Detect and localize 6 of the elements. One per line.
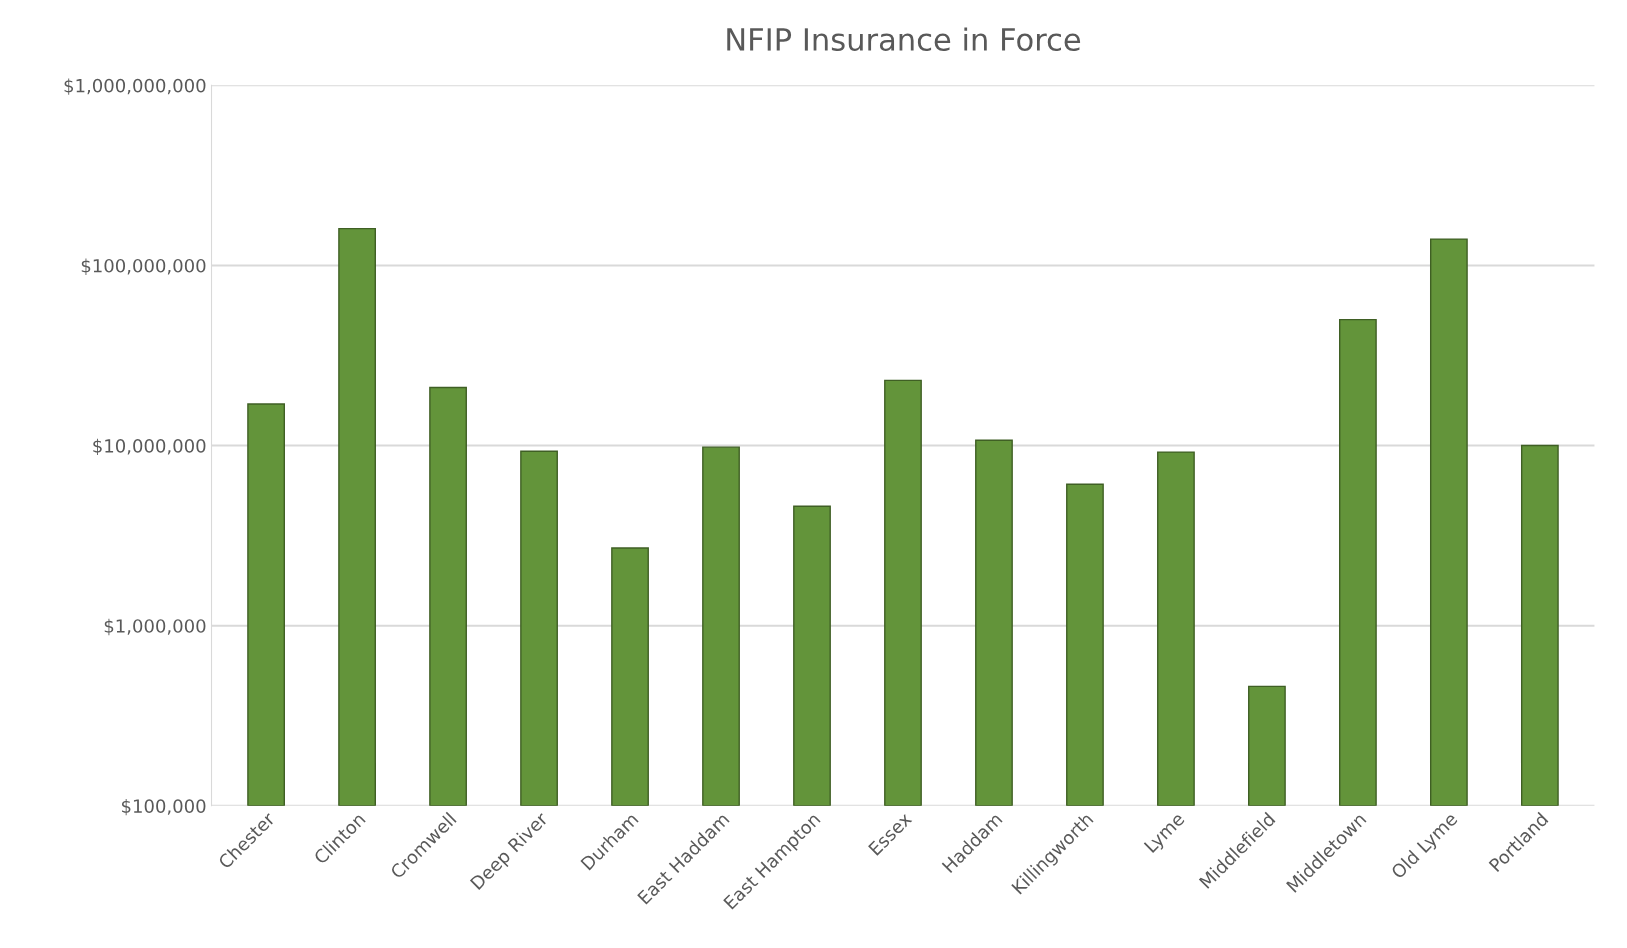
y-tick-label: $1,000,000,000 (64, 78, 206, 95)
y-tick-label: $10,000,000 (93, 438, 206, 456)
y-tick-label: $1,000,000 (104, 618, 206, 636)
y-tick-label: $100,000 (121, 798, 206, 816)
y-tick-label: $100,000,000 (81, 258, 206, 275)
chart-title: NFIP Insurance in Force (727, 27, 1081, 52)
